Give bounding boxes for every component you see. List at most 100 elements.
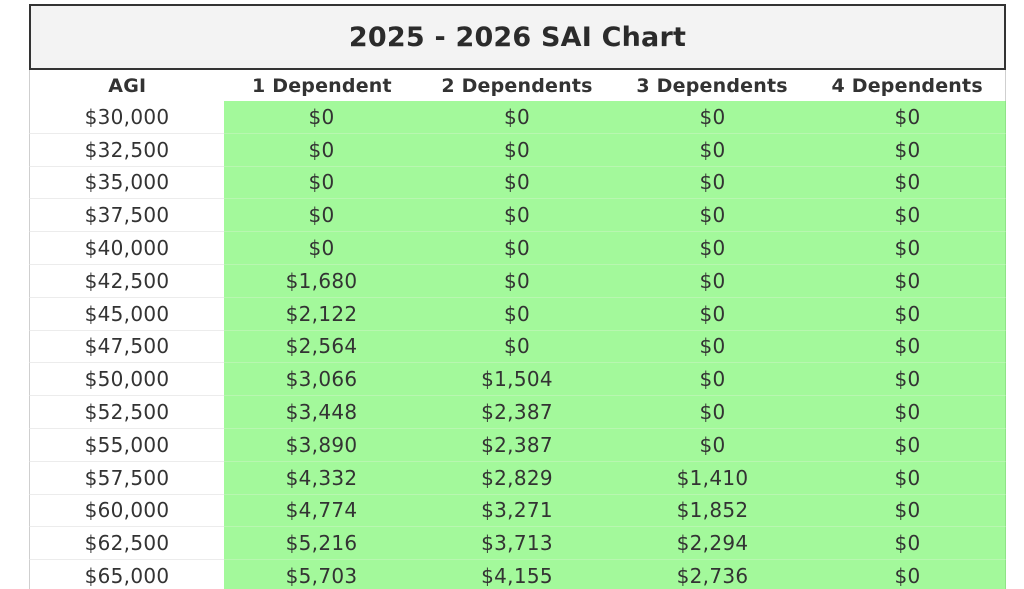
dependent-4-cell: $0: [810, 199, 1006, 233]
agi-cell: $52,500: [29, 396, 224, 429]
agi-cell: $35,000: [29, 166, 224, 200]
agi-cell: $62,500: [29, 527, 224, 561]
dependent-2-cell: $2,387: [419, 428, 615, 462]
dependent-2-cell: $0: [419, 101, 615, 134]
dependent-1-cell: $0: [224, 199, 419, 233]
header-2-dependents: 2 Dependents: [441, 74, 593, 97]
agi-cell: $47,500: [29, 330, 224, 364]
agi-cell: $45,000: [29, 297, 224, 331]
table-row: $30,000 $0 $0 $0 $0: [29, 101, 1006, 134]
header-agi: AGI: [108, 74, 147, 97]
table-row: $50,000 $3,066 $1,504 $0 $0: [29, 363, 1006, 397]
chart-title-box: 2025 - 2026 SAI Chart: [29, 4, 1006, 70]
sai-table: AGI 1 Dependent 2 Dependents 3 Dependent…: [29, 70, 1006, 589]
agi-cell: $57,500: [29, 461, 224, 495]
dependent-3-cell: $0: [615, 101, 810, 134]
dependent-1-cell: $0: [224, 232, 419, 265]
dependent-3-cell: $0: [615, 428, 810, 462]
table-row: $40,000 $0 $0 $0 $0: [29, 232, 1006, 265]
dependent-4-cell: $0: [810, 461, 1006, 495]
dependent-2-cell: $0: [419, 166, 615, 200]
agi-cell: $30,000: [29, 101, 224, 134]
dependent-1-cell: $2,122: [224, 297, 419, 331]
table-row: $35,000 $0 $0 $0 $0: [29, 166, 1006, 200]
dependent-3-cell: $0: [615, 264, 810, 298]
dependent-3-cell: $1,410: [615, 461, 810, 495]
dependent-4-cell: $0: [810, 363, 1006, 397]
agi-cell: $50,000: [29, 363, 224, 397]
dependent-4-cell: $0: [810, 101, 1006, 134]
chart-title: 2025 - 2026 SAI Chart: [348, 21, 687, 53]
table-row: $65,000 $5,703 $4,155 $2,736 $0: [29, 560, 1006, 589]
header-4-dependents: 4 Dependents: [831, 74, 983, 97]
dependent-4-cell: $0: [810, 527, 1006, 561]
table-row: $55,000 $3,890 $2,387 $0 $0: [29, 428, 1006, 462]
dependent-2-cell: $0: [419, 232, 615, 265]
dependent-4-cell: $0: [810, 133, 1006, 167]
dependent-3-cell: $2,736: [615, 560, 810, 589]
dependent-4-cell: $0: [810, 396, 1006, 429]
dependent-1-cell: $3,448: [224, 396, 419, 429]
agi-cell: $55,000: [29, 428, 224, 462]
dependent-3-cell: $0: [615, 363, 810, 397]
agi-cell: $60,000: [29, 494, 224, 528]
dependent-3-cell: $0: [615, 297, 810, 331]
dependent-4-cell: $0: [810, 297, 1006, 331]
dependent-3-cell: $2,294: [615, 527, 810, 561]
table-row: $57,500 $4,332 $2,829 $1,410 $0: [29, 461, 1006, 495]
agi-cell: $65,000: [29, 560, 224, 589]
dependent-3-cell: $0: [615, 396, 810, 429]
dependent-2-cell: $0: [419, 199, 615, 233]
dependent-2-cell: $2,387: [419, 396, 615, 429]
dependent-4-cell: $0: [810, 494, 1006, 528]
agi-cell: $42,500: [29, 264, 224, 298]
dependent-3-cell: $1,852: [615, 494, 810, 528]
dependent-2-cell: $2,829: [419, 461, 615, 495]
dependent-1-cell: $0: [224, 133, 419, 167]
table-header-row: AGI 1 Dependent 2 Dependents 3 Dependent…: [29, 70, 1006, 101]
table-row: $62,500 $5,216 $3,713 $2,294 $0: [29, 527, 1006, 561]
dependent-2-cell: $1,504: [419, 363, 615, 397]
table-row: $42,500 $1,680 $0 $0 $0: [29, 264, 1006, 298]
table-row: $47,500 $2,564 $0 $0 $0: [29, 330, 1006, 364]
dependent-1-cell: $0: [224, 101, 419, 134]
dependent-1-cell: $3,066: [224, 363, 419, 397]
dependent-2-cell: $0: [419, 297, 615, 331]
dependent-3-cell: $0: [615, 133, 810, 167]
dependent-3-cell: $0: [615, 166, 810, 200]
sai-chart: 2025 - 2026 SAI Chart AGI 1 Dependent 2 …: [29, 0, 1006, 589]
agi-cell: $32,500: [29, 133, 224, 167]
table-row: $52,500 $3,448 $2,387 $0 $0: [29, 396, 1006, 429]
dependent-4-cell: $0: [810, 264, 1006, 298]
table-body: $30,000 $0 $0 $0 $0 $32,500 $0 $0 $0 $0 $35,000 $0 $…: [29, 101, 1006, 589]
dependent-1-cell: $0: [224, 166, 419, 200]
dependent-2-cell: $0: [419, 264, 615, 298]
dependent-4-cell: $0: [810, 166, 1006, 200]
dependent-1-cell: $4,332: [224, 461, 419, 495]
dependent-4-cell: $0: [810, 560, 1006, 589]
dependent-2-cell: $0: [419, 133, 615, 167]
dependent-4-cell: $0: [810, 428, 1006, 462]
header-1-dependent: 1 Dependent: [251, 74, 392, 97]
dependent-2-cell: $3,713: [419, 527, 615, 561]
dependent-1-cell: $3,890: [224, 428, 419, 462]
table-row: $37,500 $0 $0 $0 $0: [29, 199, 1006, 233]
dependent-1-cell: $4,774: [224, 494, 419, 528]
dependent-1-cell: $1,680: [224, 264, 419, 298]
dependent-2-cell: $3,271: [419, 494, 615, 528]
dependent-2-cell: $4,155: [419, 560, 615, 589]
header-3-dependents: 3 Dependents: [636, 74, 788, 97]
dependent-3-cell: $0: [615, 330, 810, 364]
agi-cell: $40,000: [29, 232, 224, 265]
dependent-1-cell: $5,216: [224, 527, 419, 561]
dependent-3-cell: $0: [615, 232, 810, 265]
table-row: $45,000 $2,122 $0 $0 $0: [29, 297, 1006, 331]
dependent-4-cell: $0: [810, 330, 1006, 364]
dependent-1-cell: $5,703: [224, 560, 419, 589]
dependent-2-cell: $0: [419, 330, 615, 364]
agi-cell: $37,500: [29, 199, 224, 233]
dependent-1-cell: $2,564: [224, 330, 419, 364]
table-row: $60,000 $4,774 $3,271 $1,852 $0: [29, 494, 1006, 528]
dependent-3-cell: $0: [615, 199, 810, 233]
table-row: $32,500 $0 $0 $0 $0: [29, 133, 1006, 167]
